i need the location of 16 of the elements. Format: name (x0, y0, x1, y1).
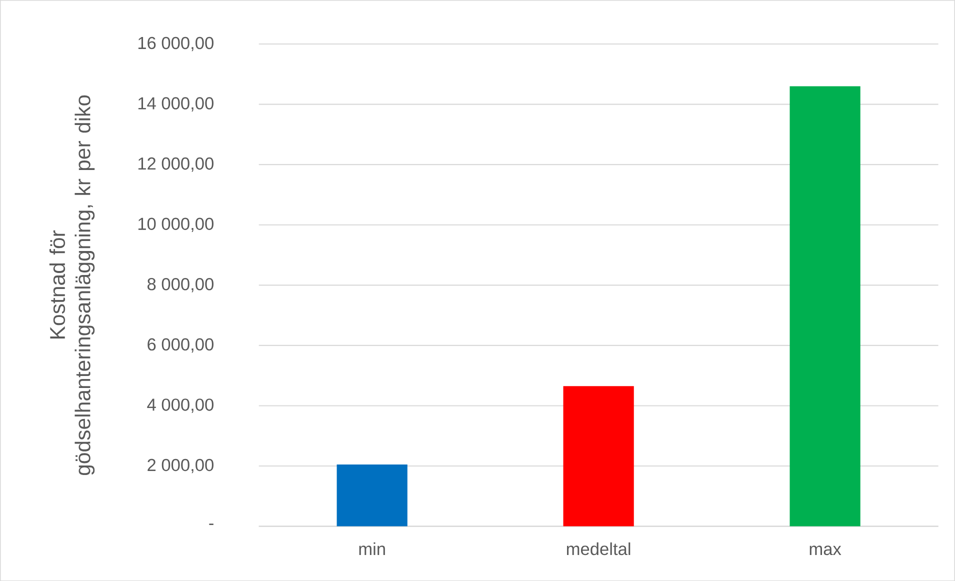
bar (563, 386, 634, 526)
x-tick-label: min (359, 542, 385, 555)
x-tick-label: max (810, 546, 842, 555)
y-tick-label: 6 000,00 (148, 338, 214, 352)
y-tick-label: 14 000,00 (138, 96, 214, 112)
y-tick-label: 10 000,00 (138, 218, 214, 232)
y-tick-label: 2 000,00 (148, 458, 214, 474)
y-tick-label: 12 000,00 (138, 157, 214, 172)
x-tick-label: medeltal (566, 542, 630, 555)
y-axis-title: Kostnad för gödselhanteringsanläggning, kr per diko (49, 95, 95, 475)
y-tick-label: 4 000,00 (147, 398, 214, 413)
y-tick-label: 16 000,00 (138, 36, 214, 52)
y-tick-label: - (209, 523, 214, 525)
bar (790, 86, 860, 526)
y-tick-label: 8 000,00 (148, 278, 214, 292)
bar (336, 464, 408, 526)
